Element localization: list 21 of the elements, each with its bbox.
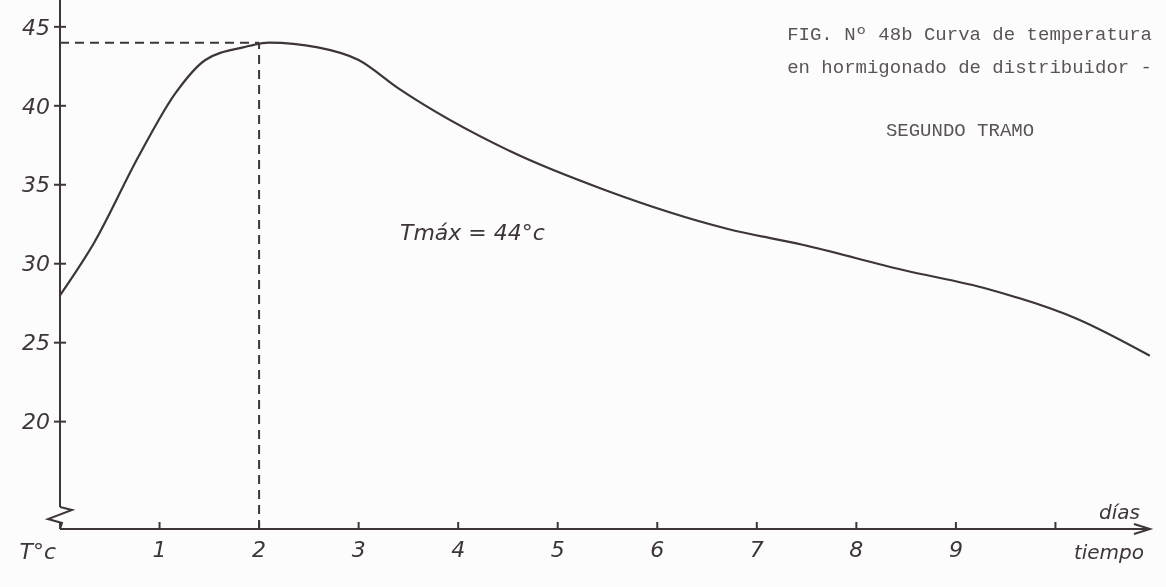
y-tick-label: 25 xyxy=(22,330,50,356)
x-tick-label: 8 xyxy=(849,537,864,562)
x-tick-label: 3 xyxy=(351,537,366,562)
text: SEGUNDO TRAMO xyxy=(885,120,1035,142)
x-tick-label: 6 xyxy=(650,537,665,562)
y-tick-label: 20 xyxy=(22,409,50,435)
y-tick-label: 35 xyxy=(22,172,50,198)
y-tick-label: 45 xyxy=(22,14,50,40)
x-tick-label: 7 xyxy=(749,537,764,562)
y-tick-label: 40 xyxy=(22,93,50,119)
annotation: Tmáx = 44°c xyxy=(400,220,545,245)
x-tick-label: 4 xyxy=(451,537,466,562)
y-axis-title: T°c xyxy=(19,539,56,564)
x-tick-label: 1 xyxy=(152,537,167,562)
x-tick-label: 2 xyxy=(252,537,267,562)
annotation: días xyxy=(1099,500,1140,524)
x-tick-label: 9 xyxy=(948,537,963,562)
x-tick-label: 5 xyxy=(550,537,565,562)
y-tick-label: 30 xyxy=(22,251,50,277)
text: FIG. Nº 48b Curva de temperatura en hormigonado de distribuidor - xyxy=(787,24,1152,79)
x-axis-title: tiempo xyxy=(1073,540,1144,564)
